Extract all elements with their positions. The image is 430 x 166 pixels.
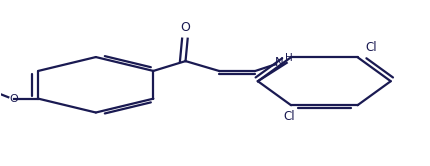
Text: N: N — [275, 56, 283, 69]
Text: Cl: Cl — [283, 110, 295, 123]
Text: Cl: Cl — [365, 41, 377, 54]
Text: O: O — [9, 94, 18, 104]
Text: O: O — [180, 21, 190, 34]
Text: H: H — [285, 53, 292, 63]
